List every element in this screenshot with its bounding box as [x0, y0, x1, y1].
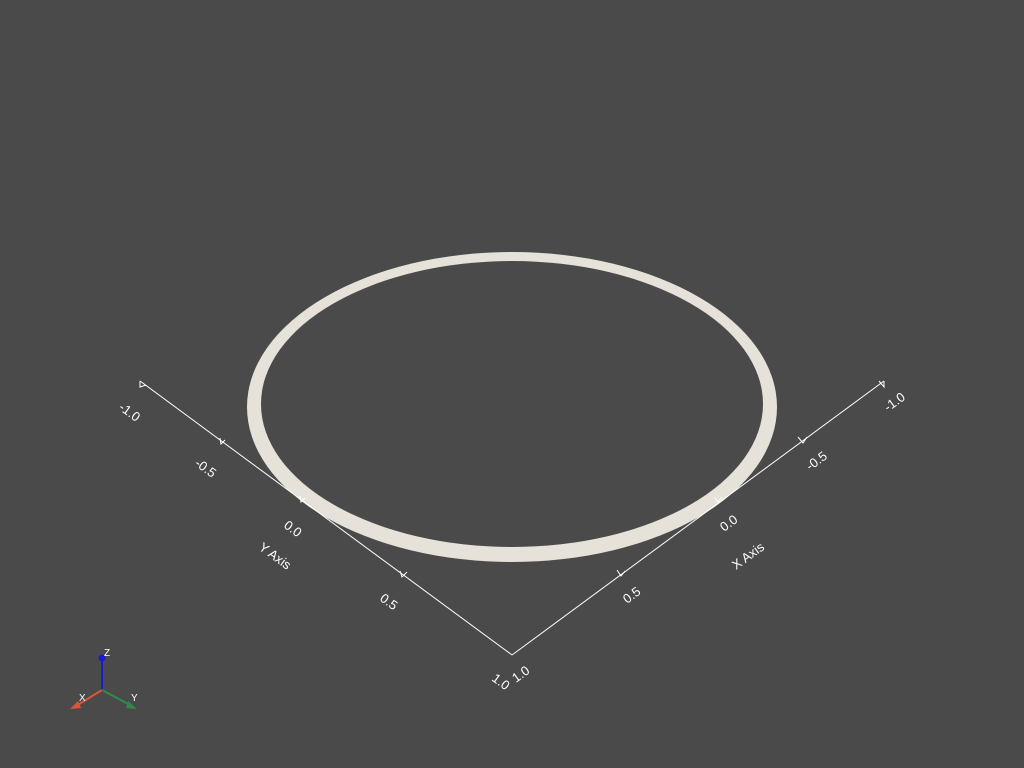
x-tick-label: 0.0	[717, 512, 740, 535]
y-axis	[139, 380, 513, 656]
orientation-z-label: Z	[104, 648, 110, 659]
y-axis-arrow	[101, 689, 131, 706]
x-tick	[713, 496, 723, 503]
y-tick	[399, 570, 408, 578]
orientation-widget: Z X Y	[70, 648, 138, 709]
x-tick-label: -1.0	[881, 389, 908, 414]
ring-inner	[261, 261, 763, 547]
x-tick-label: -0.5	[803, 448, 830, 473]
y-tick-label: 0.0	[281, 517, 304, 540]
x-tick	[616, 569, 626, 577]
orientation-x-label: X	[79, 693, 86, 704]
y-tick-label: 0.5	[377, 590, 400, 613]
x-tick	[878, 380, 885, 389]
ring-shape	[247, 252, 777, 562]
x-axis	[511, 380, 885, 656]
x-axis-line	[511, 380, 885, 656]
y-tick-label: -0.5	[192, 455, 219, 480]
x-axis-title: X Axis	[729, 539, 767, 573]
x-tick-label: 0.5	[620, 584, 643, 607]
y-axis-title: Y Axis	[256, 539, 294, 573]
y-tick	[299, 495, 306, 504]
x-tick	[797, 436, 808, 444]
x-tick-label: 1.0	[509, 663, 532, 686]
y-tick-label: -1.0	[116, 399, 143, 424]
y-tick	[219, 437, 226, 446]
orientation-y-label: Y	[131, 693, 138, 704]
y-axis-tip	[126, 701, 137, 709]
x-axis-arrow	[75, 689, 103, 707]
x-axis-tip	[70, 701, 81, 709]
y-axis-line	[139, 380, 513, 656]
y-tick	[139, 381, 147, 388]
z-axis-tip	[98, 654, 106, 662]
